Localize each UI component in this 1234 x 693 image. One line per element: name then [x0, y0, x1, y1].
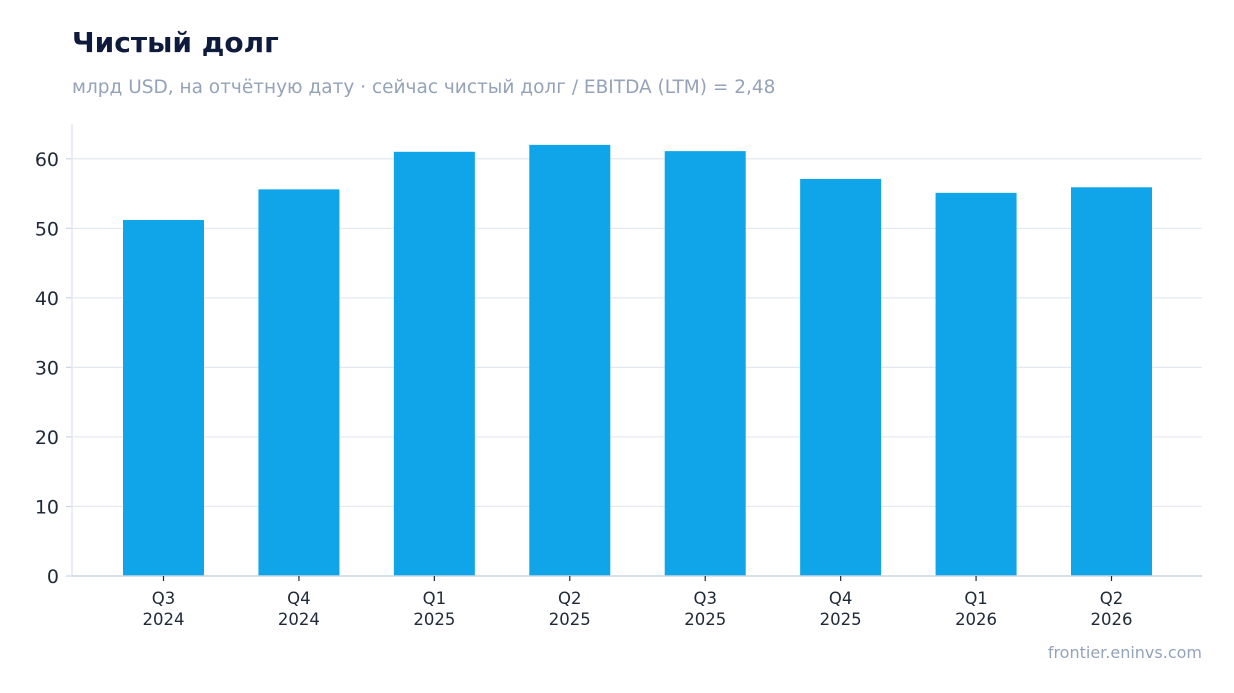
- bar: [1071, 187, 1152, 576]
- axes: [66, 124, 1202, 581]
- bar: [258, 189, 340, 576]
- bar: [935, 192, 1017, 576]
- x-tick-label: Q3: [693, 589, 717, 608]
- y-tick-label: 0: [47, 566, 59, 588]
- chart-subtitle: млрд USD, на отчётную дату · сейчас чист…: [72, 77, 776, 98]
- x-tick-label: Q4: [829, 589, 853, 608]
- tick-labels: 0 10 20 30 40 50 60 Q3 2024 Q4 2024 Q1 2025 Q2 2025 Q3 2…: [35, 149, 1133, 629]
- x-tick-label: 2025: [413, 610, 455, 629]
- x-tick-label: 2024: [143, 610, 185, 629]
- y-tick-label: 40: [35, 288, 59, 310]
- gridlines: [72, 158, 1202, 508]
- y-tick-label: 50: [35, 218, 59, 240]
- chart-title: Чистый долг: [72, 26, 279, 59]
- bar: [123, 219, 204, 576]
- bar: [800, 178, 882, 577]
- bar: [529, 144, 611, 576]
- x-tick-label: Q3: [152, 589, 176, 608]
- bars: [123, 144, 1152, 577]
- x-tick-label: Q4: [287, 589, 311, 608]
- x-tick-label: 2025: [684, 610, 726, 629]
- y-tick-label: 20: [35, 427, 59, 449]
- x-tick-label: 2026: [955, 610, 997, 629]
- x-tick-label: Q2: [1100, 589, 1124, 608]
- x-tick-label: 2024: [278, 610, 320, 629]
- x-tick-label: 2025: [549, 610, 591, 629]
- x-tick-label: Q1: [964, 589, 988, 608]
- bar: [664, 151, 746, 576]
- x-tick-label: Q1: [423, 589, 447, 608]
- source-credit: frontier.eninvs.com: [1047, 643, 1202, 662]
- x-tick-label: 2025: [820, 610, 862, 629]
- y-tick-label: 10: [35, 496, 59, 518]
- x-tick-label: 2026: [1091, 610, 1133, 629]
- x-tick-label: Q2: [558, 589, 582, 608]
- y-tick-label: 30: [35, 357, 59, 379]
- y-tick-label: 60: [35, 149, 59, 171]
- bar: [393, 151, 475, 577]
